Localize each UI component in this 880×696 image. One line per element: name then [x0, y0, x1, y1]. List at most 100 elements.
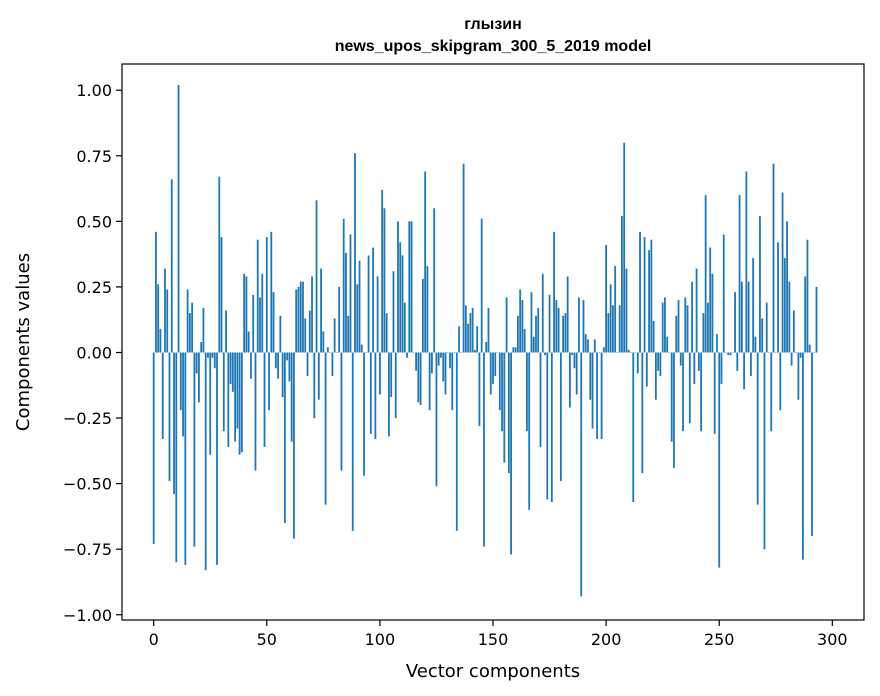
bar-138 [464, 305, 467, 353]
bar-25 [209, 352, 212, 455]
bar-263 [747, 281, 750, 353]
bar-222 [654, 352, 657, 400]
bar-159 [512, 347, 515, 353]
bar-114 [410, 221, 413, 353]
bar-47 [259, 297, 261, 353]
bar-82 [338, 286, 341, 353]
bar-87 [349, 234, 352, 353]
bar-268 [759, 216, 761, 353]
bar-178 [555, 300, 558, 353]
bar-66 [302, 281, 304, 353]
x-axis-ticks: 0 50 100 150 200 250 300 [149, 620, 848, 649]
bar-10 [175, 352, 178, 563]
bar-104 [388, 352, 390, 437]
bar-84 [342, 218, 345, 353]
bar-37 [236, 352, 239, 429]
bar-148 [487, 307, 490, 353]
bar-125 [435, 352, 438, 487]
bar-44 [252, 294, 255, 353]
bar-58 [283, 352, 286, 523]
bar-212 [632, 352, 635, 502]
bar-50 [265, 237, 268, 353]
bar-192 [587, 339, 589, 353]
bar-229 [670, 352, 673, 442]
bar-97 [372, 247, 375, 353]
bar-207 [621, 216, 623, 353]
bar-156 [505, 297, 508, 353]
bar-36 [234, 352, 237, 442]
bar-76 [324, 352, 327, 505]
bar-128 [442, 352, 445, 382]
bar-59 [286, 352, 289, 361]
bar-185 [571, 352, 574, 356]
bar-175 [548, 294, 551, 353]
bar-88 [351, 352, 354, 531]
bar-8 [170, 179, 173, 353]
bar-92 [360, 344, 363, 353]
bar-251 [720, 352, 723, 384]
bar-287 [802, 352, 804, 560]
chart-title-line1: глызин [464, 16, 522, 33]
bar-32 [225, 310, 227, 353]
bar-231 [675, 315, 678, 353]
x-tick-label: 250 [704, 630, 735, 649]
bar-54 [274, 352, 277, 369]
bar-6 [166, 289, 169, 353]
bar-176 [550, 352, 553, 502]
bar-124 [433, 208, 436, 353]
bar-204 [614, 265, 617, 353]
bar-119 [421, 279, 424, 353]
bar-131 [449, 352, 451, 369]
plot-area-frame [121, 63, 865, 621]
y-tick-label: 0.50 [76, 212, 112, 231]
bar-51 [268, 352, 270, 411]
bar-234 [682, 352, 684, 432]
bar-145 [480, 218, 483, 353]
bar-184 [569, 352, 571, 408]
bar-147 [485, 342, 488, 353]
bar-158 [510, 352, 512, 555]
bar-270 [763, 352, 766, 550]
bar-215 [639, 231, 641, 353]
bar-64 [297, 286, 300, 353]
bar-14 [184, 352, 187, 565]
bar-121 [426, 265, 429, 353]
bar-193 [589, 352, 592, 400]
bar-22 [202, 307, 205, 353]
bar-293 [815, 286, 818, 353]
bar-214 [636, 352, 639, 374]
bar-177 [553, 231, 555, 353]
bar-179 [557, 307, 560, 353]
bar-40 [243, 273, 246, 353]
y-tick-label: −0.75 [63, 540, 112, 559]
bar-162 [519, 289, 522, 353]
bar-219 [648, 250, 650, 353]
bar-196 [596, 352, 598, 440]
bar-200 [605, 244, 608, 353]
bar-1 [155, 231, 157, 353]
bar-157 [507, 352, 510, 474]
bar-3 [159, 328, 162, 353]
bar-161 [516, 315, 519, 353]
bar-271 [765, 302, 768, 353]
bar-150 [492, 352, 494, 384]
bar-105 [390, 352, 393, 398]
bar-4 [161, 352, 164, 440]
bar-99 [376, 276, 379, 353]
bar-143 [476, 326, 479, 353]
bar-30 [220, 237, 223, 353]
bar-169 [535, 315, 537, 353]
bar-170 [537, 307, 540, 353]
bar-13 [182, 352, 184, 437]
chart-title-line2: news_upos_skipgram_300_5_2019 model [335, 38, 652, 55]
bar-21 [200, 342, 203, 353]
bar-141 [471, 307, 474, 353]
bar-289 [806, 239, 809, 353]
y-tick-label: 0.75 [76, 147, 112, 166]
bar-16 [188, 313, 191, 353]
bar-181 [562, 315, 565, 353]
bar-282 [790, 352, 793, 366]
bar-165 [526, 352, 528, 432]
bar-225 [661, 302, 664, 353]
bar-201 [607, 313, 610, 353]
